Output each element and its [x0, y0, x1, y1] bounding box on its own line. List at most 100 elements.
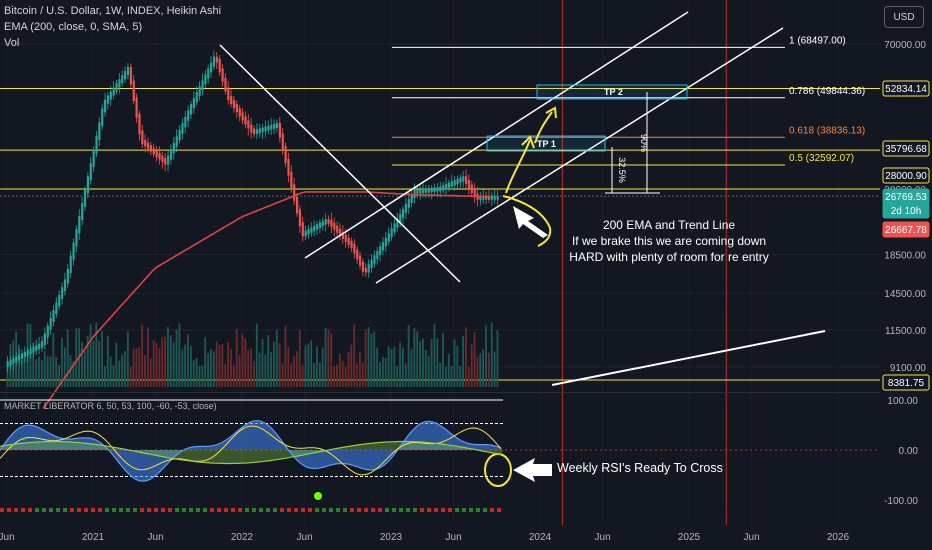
volume-bar	[273, 341, 275, 387]
currency-button[interactable]: USD	[884, 6, 924, 28]
candle-body	[470, 184, 473, 194]
volume-bar	[198, 366, 201, 387]
volume-bar	[341, 360, 344, 387]
volume-bar	[413, 327, 416, 387]
candle-body	[164, 158, 167, 165]
candle-body	[235, 104, 239, 113]
candle-body	[161, 155, 164, 163]
volume-bar	[304, 345, 307, 387]
candle-body	[138, 113, 141, 135]
price-tick-label: 14500.00	[884, 289, 926, 300]
volume-bar	[370, 333, 373, 387]
candle-body	[184, 116, 187, 128]
signal-dot	[314, 492, 322, 500]
candle-body	[155, 150, 158, 157]
candle-body	[447, 182, 451, 188]
candle-body	[333, 222, 336, 230]
oscillator-dot	[63, 508, 67, 512]
candle-body	[270, 124, 273, 130]
volume-bar	[316, 346, 318, 387]
candle-body	[293, 184, 296, 201]
candle-body	[129, 67, 132, 85]
volume-bar	[487, 352, 490, 387]
oscillator-dot	[252, 508, 256, 512]
ema-200-line	[42, 191, 491, 409]
volume-bar	[450, 365, 453, 387]
oscillator-dot	[112, 508, 116, 512]
candle-body	[20, 353, 24, 359]
oscillator-dot	[406, 508, 410, 512]
volume-bar	[284, 325, 287, 387]
oscillator-dot	[364, 508, 368, 512]
oscillator-trend-line	[0, 440, 502, 465]
oscillator-dot	[203, 508, 207, 512]
volume-bar	[490, 322, 493, 387]
oscillator-dot	[490, 508, 494, 512]
volume-bar	[61, 337, 63, 387]
oscillator-dot	[182, 508, 186, 512]
candle-body	[407, 198, 410, 208]
symbol-title[interactable]: Bitcoin / U.S. Dollar, 1W, INDEX, Heikin…	[4, 5, 222, 17]
oscillator-dot	[336, 508, 340, 512]
candle-body	[384, 237, 388, 247]
oscillator-dot	[126, 508, 130, 512]
ema-indicator-label[interactable]: EMA (200, close, 0, SMA, 5)	[4, 21, 143, 33]
volume-bar	[295, 351, 298, 387]
candle-body	[393, 223, 396, 233]
oscillator-dot	[140, 508, 144, 512]
candle-body	[212, 56, 216, 67]
price-tag-label: 35796.68	[885, 144, 927, 155]
oscillator-dot	[105, 508, 109, 512]
volume-bar	[241, 334, 244, 387]
volume-bar	[141, 325, 144, 387]
candle-body	[493, 195, 496, 200]
oscillator-dot	[0, 508, 4, 512]
volume-bar	[261, 339, 264, 387]
candle-body	[356, 249, 359, 260]
candle-body	[321, 220, 324, 227]
candle-body	[218, 58, 221, 73]
volume-bar	[422, 338, 424, 387]
oscillator-trend-fill	[0, 441, 503, 464]
oscillator-dot	[161, 508, 165, 512]
candle-body	[195, 92, 198, 103]
volume-bar	[390, 349, 393, 387]
volume-bar	[473, 332, 476, 387]
volume-bar	[46, 356, 49, 387]
price-tag-label: 52834.14	[885, 84, 927, 95]
volume-bar	[69, 355, 72, 387]
volume-bar	[430, 338, 433, 387]
volume-bar	[465, 327, 467, 387]
candle-body	[104, 99, 107, 113]
volume-bar	[235, 328, 238, 387]
time-tick-label: Jun	[595, 532, 611, 543]
oscillator-dot	[168, 508, 172, 512]
heikin-ashi-candles	[6, 50, 499, 373]
volume-bar	[66, 329, 69, 387]
volume-bar	[204, 337, 207, 387]
oscillator-dot	[441, 508, 445, 512]
oscillator-dot	[392, 508, 396, 512]
volume-bar	[324, 327, 327, 387]
candle-body	[290, 171, 293, 189]
volume-bar	[447, 353, 450, 387]
candle-body	[75, 229, 78, 247]
candle-body	[146, 142, 150, 150]
candle-body	[465, 176, 468, 184]
candle-body	[273, 123, 276, 129]
volume-bar	[138, 346, 141, 387]
volume-bar	[83, 350, 86, 387]
candle-body	[61, 287, 64, 299]
oscillator-dot	[476, 508, 480, 512]
oscillator-title: MARKET LIBERATOR 6, 50, 53, 100, -60, -5…	[4, 401, 217, 411]
candle-body	[126, 67, 130, 76]
volume-indicator-label[interactable]: Vol	[4, 37, 20, 49]
channel-upper-line	[304, 11, 689, 259]
candle-body	[304, 230, 307, 237]
candle-body	[473, 189, 476, 198]
candle-body	[135, 97, 138, 118]
time-axis[interactable]: Jun 2021 Jun 2022 Jun 2023 Jun 2024 Jun 2025 Jun 20…	[0, 532, 850, 543]
annotation-line-2: If we brake this we are coming down	[571, 234, 767, 248]
candle-body	[367, 264, 370, 273]
